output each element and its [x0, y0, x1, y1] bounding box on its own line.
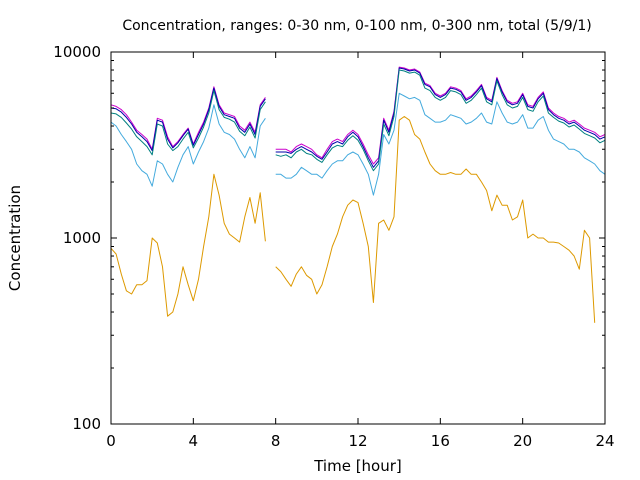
y-axis-label: Concentration	[6, 185, 24, 291]
series-line-3	[110, 69, 606, 172]
x-tick-label: 12	[348, 432, 367, 450]
series-line-5	[110, 116, 596, 323]
y-axis-ticks: 100 1000 10000	[53, 43, 605, 433]
chart-title: Concentration, ranges: 0-30 nm, 0-100 nm…	[122, 18, 591, 34]
y-tick-label: 10000	[53, 43, 101, 61]
x-tick-label: 24	[595, 432, 614, 450]
y-tick-label: 100	[72, 415, 101, 433]
x-tick-label: 8	[271, 432, 281, 450]
x-tick-label: 20	[513, 432, 532, 450]
series-layer	[110, 66, 606, 323]
x-axis-ticks: 0 4 8 12 16 20 24	[106, 52, 615, 450]
series-line-4	[110, 92, 606, 196]
series-line-1	[110, 66, 606, 165]
y-tick-label: 1000	[63, 229, 101, 247]
x-axis-label: Time [hour]	[313, 457, 402, 475]
x-tick-label: 0	[106, 432, 116, 450]
x-tick-label: 4	[189, 432, 199, 450]
x-tick-label: 16	[431, 432, 450, 450]
series-line-2	[110, 67, 606, 168]
